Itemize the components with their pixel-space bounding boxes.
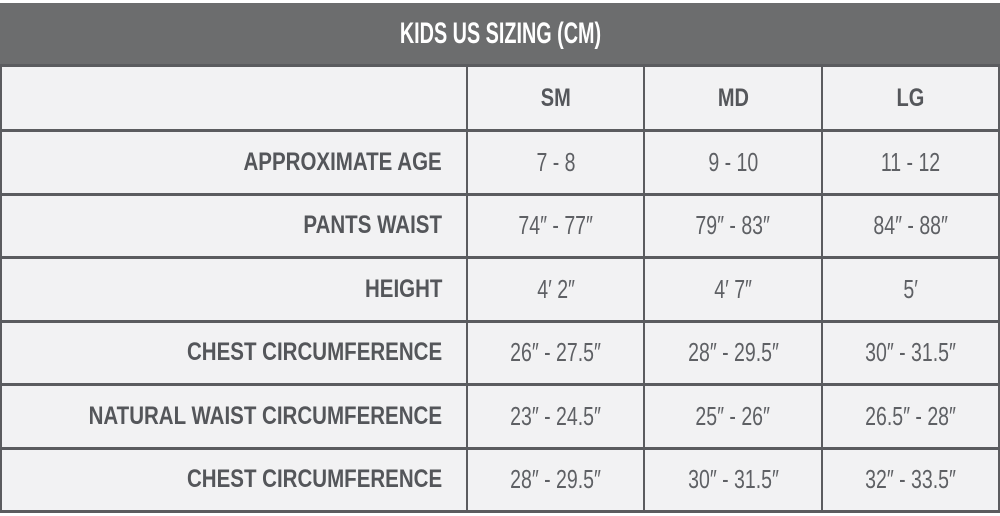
cell-height-md: 4′ 7″: [643, 256, 823, 323]
cell-natural-waist-lg: 26.5″ - 28″: [820, 383, 1000, 450]
corner-cell: [0, 64, 469, 132]
cell-value: 28″ - 29.5″: [687, 337, 779, 368]
cell-chest2-lg: 32″ - 33.5″: [820, 446, 1000, 513]
row-label-chest-circumference-2: CHEST CIRCUMFERENCE: [0, 446, 469, 513]
column-header-md-label: MD: [717, 83, 749, 112]
cell-height-lg: 5′: [820, 256, 1000, 323]
cell-chest2-md: 30″ - 31.5″: [643, 446, 823, 513]
table-row-natural-waist-circumference: NATURAL WAIST CIRCUMFERENCE 23″ - 24.5″ …: [0, 383, 1000, 450]
row-label-text: PANTS WAIST: [303, 211, 443, 240]
sizing-table: SM MD LG APPROXIMATE AGE 7 - 8 9 - 10 11…: [0, 64, 1000, 513]
cell-value: 26.5″ - 28″: [864, 400, 956, 431]
row-label-text: APPROXIMATE AGE: [243, 147, 443, 176]
cell-chest-sm: 26″ - 27.5″: [466, 319, 646, 386]
cell-value: 25″ - 26″: [695, 400, 771, 431]
cell-age-lg: 11 - 12: [820, 129, 1000, 196]
cell-value: 9 - 10: [708, 146, 758, 177]
column-header-sm: SM: [466, 64, 646, 132]
column-header-lg-label: LG: [896, 83, 925, 112]
row-label-text: HEIGHT: [364, 274, 443, 303]
cell-value: 84″ - 88″: [873, 210, 948, 241]
cell-chest2-sm: 28″ - 29.5″: [466, 446, 646, 513]
table-title: KIDS US SIZING (CM): [399, 16, 601, 50]
table-row-chest-circumference-2: CHEST CIRCUMFERENCE 28″ - 29.5″ 30″ - 31…: [0, 446, 1000, 513]
header-row: SM MD LG: [0, 64, 1000, 132]
table-row-pants-waist: PANTS WAIST 74″ - 77″ 79″ - 83″ 84″ - 88…: [0, 192, 1000, 259]
cell-value: 74″ - 77″: [518, 210, 593, 241]
cell-value: 28″ - 29.5″: [510, 464, 602, 495]
cell-value: 30″ - 31.5″: [864, 337, 956, 368]
cell-natural-waist-md: 25″ - 26″: [643, 383, 823, 450]
row-label-height: HEIGHT: [0, 256, 469, 323]
cell-value: 32″ - 33.5″: [864, 464, 956, 495]
row-label-text: CHEST CIRCUMFERENCE: [186, 338, 443, 367]
cell-age-sm: 7 - 8: [466, 129, 646, 196]
cell-height-sm: 4′ 2″: [466, 256, 646, 323]
cell-chest-lg: 30″ - 31.5″: [820, 319, 1000, 386]
cell-value: 5′: [903, 273, 918, 304]
column-header-md: MD: [643, 64, 823, 132]
cell-chest-md: 28″ - 29.5″: [643, 319, 823, 386]
row-label-pants-waist: PANTS WAIST: [0, 192, 469, 259]
cell-value: 79″ - 83″: [695, 210, 771, 241]
row-label-approximate-age: APPROXIMATE AGE: [0, 129, 469, 196]
table-row-height: HEIGHT 4′ 2″ 4′ 7″ 5′: [0, 256, 1000, 323]
cell-age-md: 9 - 10: [643, 129, 823, 196]
column-header-lg: LG: [820, 64, 1000, 132]
cell-value: 11 - 12: [880, 146, 940, 177]
cell-value: 30″ - 31.5″: [687, 464, 779, 495]
cell-pants-waist-sm: 74″ - 77″: [466, 192, 646, 259]
cell-value: 7 - 8: [536, 146, 576, 177]
row-label-natural-waist-circumference: NATURAL WAIST CIRCUMFERENCE: [0, 383, 469, 450]
column-header-sm-label: SM: [540, 83, 571, 112]
row-label-text: NATURAL WAIST CIRCUMFERENCE: [88, 401, 443, 430]
cell-value: 26″ - 27.5″: [510, 337, 602, 368]
cell-value: 23″ - 24.5″: [510, 400, 602, 431]
cell-value: 4′ 2″: [536, 273, 575, 304]
cell-natural-waist-sm: 23″ - 24.5″: [466, 383, 646, 450]
table-row-chest-circumference: CHEST CIRCUMFERENCE 26″ - 27.5″ 28″ - 29…: [0, 319, 1000, 386]
table-title-bar: KIDS US SIZING (CM): [0, 3, 1000, 64]
row-label-text: CHEST CIRCUMFERENCE: [186, 465, 443, 494]
table-row-approximate-age: APPROXIMATE AGE 7 - 8 9 - 10 11 - 12: [0, 129, 1000, 196]
cell-pants-waist-lg: 84″ - 88″: [820, 192, 1000, 259]
row-label-chest-circumference: CHEST CIRCUMFERENCE: [0, 319, 469, 386]
cell-value: 4′ 7″: [714, 273, 752, 304]
cell-pants-waist-md: 79″ - 83″: [643, 192, 823, 259]
